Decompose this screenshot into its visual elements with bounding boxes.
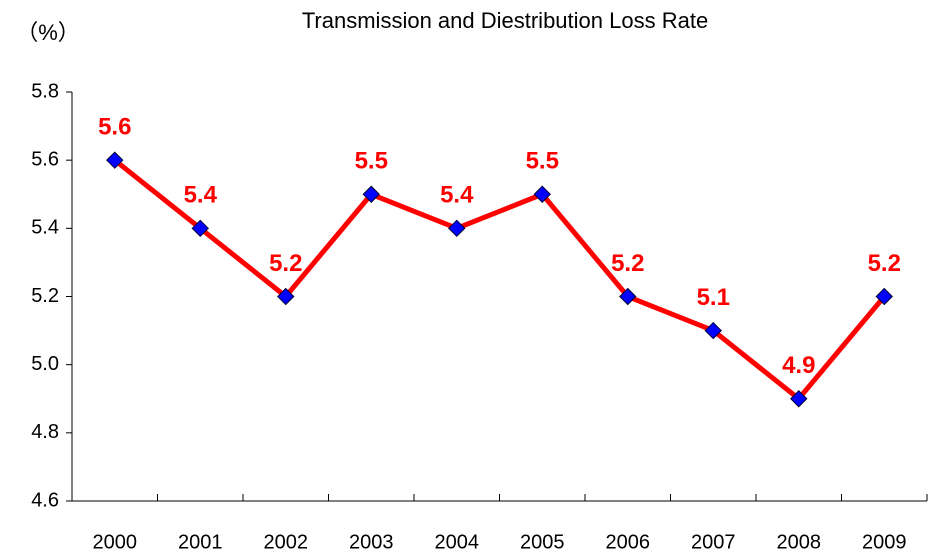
data-marker [619, 287, 637, 306]
data-label: 5.5 [526, 148, 559, 175]
y-axis-label: （%） [16, 20, 80, 45]
data-label: 5.2 [269, 250, 302, 277]
y-tick-label: 5.2 [31, 285, 59, 307]
x-tick-label: 2007 [691, 531, 736, 553]
x-tick-label: 2005 [520, 531, 565, 553]
data-marker [704, 321, 722, 340]
x-tick-label: 2008 [777, 531, 822, 553]
x-tick-label: 2003 [349, 531, 394, 553]
data-label: 5.6 [98, 114, 131, 141]
x-tick-label: 2009 [862, 531, 907, 553]
x-tick-label: 2000 [93, 531, 138, 553]
data-label: 5.5 [355, 148, 388, 175]
y-tick-label: 5.0 [31, 353, 59, 375]
x-tick-label: 2004 [435, 531, 480, 553]
data-marker [448, 219, 466, 238]
y-tick-label: 5.6 [31, 148, 59, 170]
x-tick-label: 2002 [264, 531, 309, 553]
data-marker [362, 185, 380, 203]
y-tick-label: 4.6 [31, 489, 59, 511]
data-label: 4.9 [782, 352, 815, 379]
y-tick-label: 5.8 [31, 80, 59, 102]
chart-title: Transmission and Diestribution Loss Rate [302, 8, 708, 33]
y-tick-label: 5.4 [31, 217, 59, 239]
data-label: 5.4 [440, 182, 474, 209]
y-tick-label: 4.8 [31, 421, 59, 443]
data-label: 5.1 [697, 284, 730, 311]
data-marker [191, 219, 209, 238]
data-label: 5.2 [868, 250, 901, 277]
x-tick-label: 2006 [606, 531, 651, 553]
series-line [113, 158, 887, 402]
data-label: 5.4 [184, 182, 218, 209]
data-label: 5.2 [611, 250, 644, 277]
data-marker [277, 287, 295, 306]
data-marker [790, 390, 808, 408]
x-tick-label: 2001 [178, 531, 223, 553]
data-marker [875, 287, 893, 306]
data-marker [533, 185, 551, 203]
data-marker [106, 151, 124, 169]
